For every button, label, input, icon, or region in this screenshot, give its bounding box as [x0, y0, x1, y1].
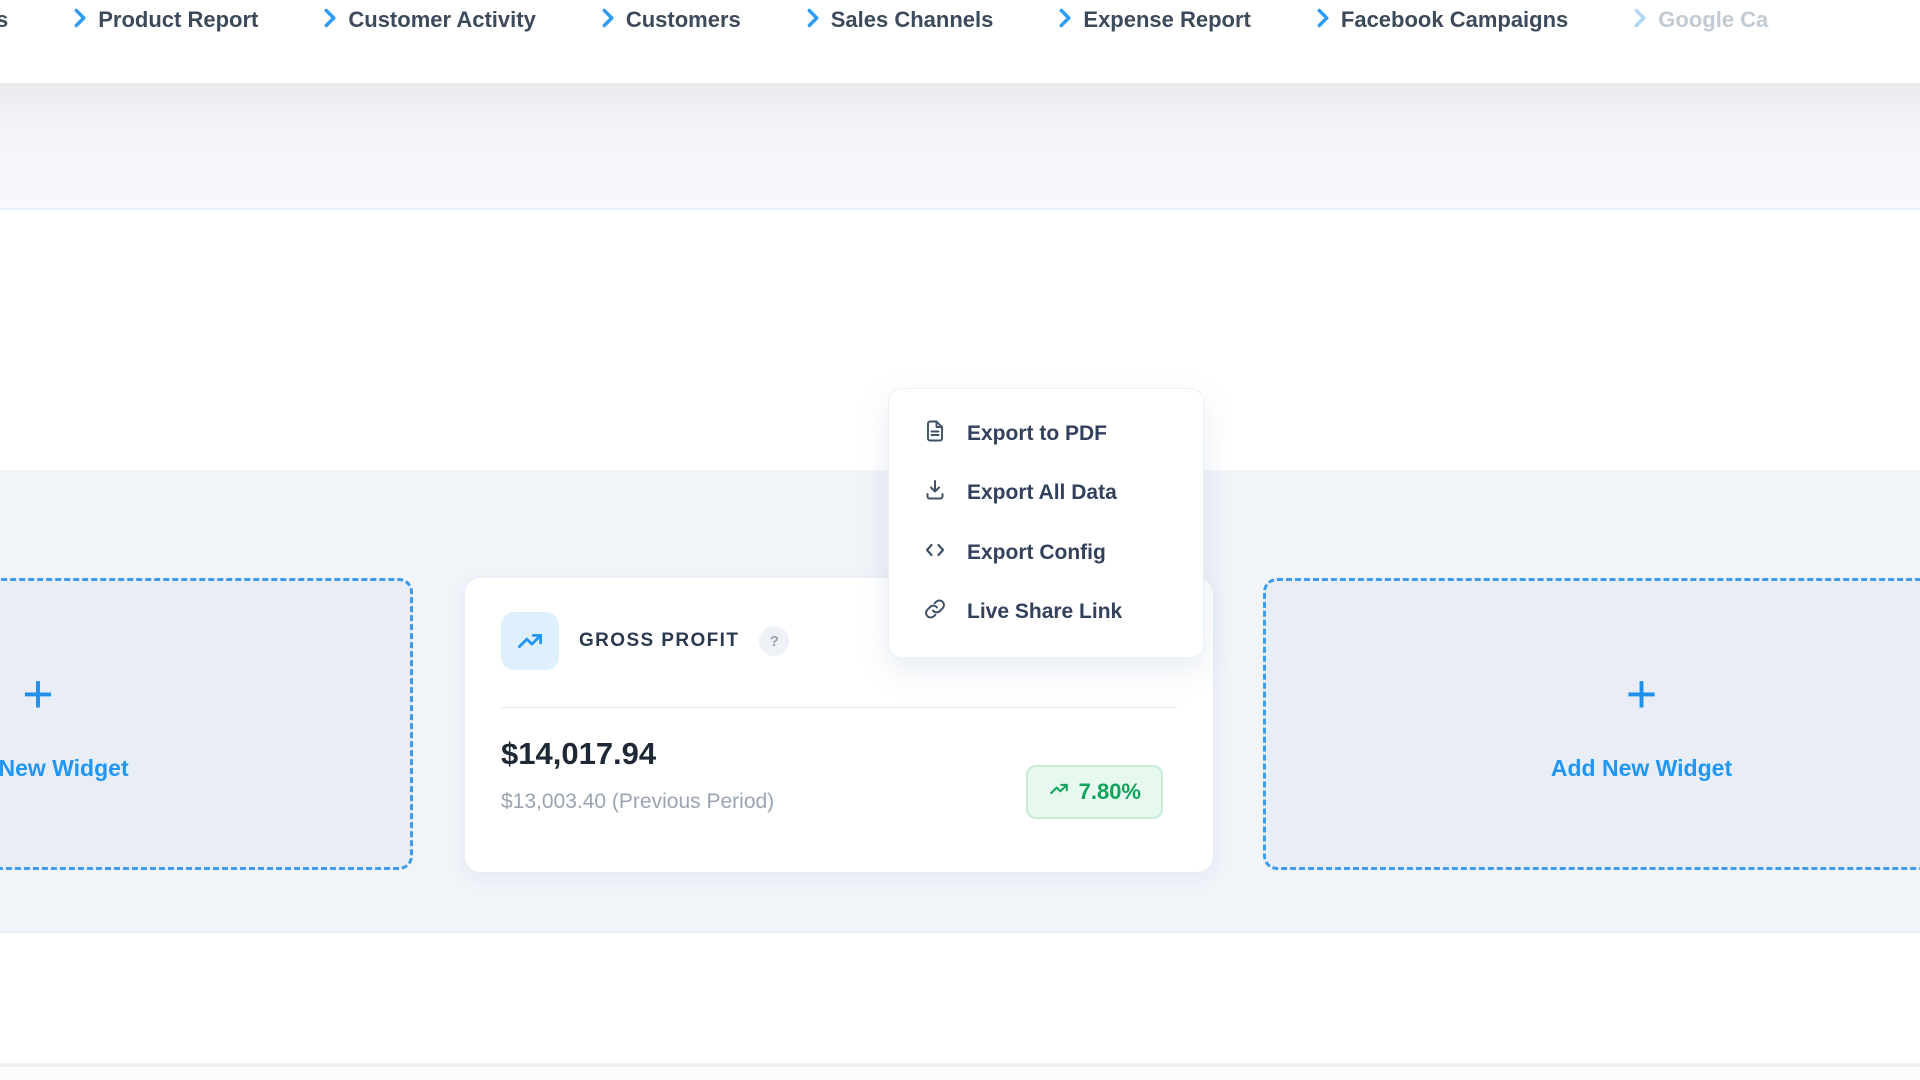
chevron-right-icon [1315, 8, 1330, 33]
export-dropdown-menu: Export to PDF Export All Data Export Con… [888, 388, 1204, 658]
nav-tab-label: Sales Channels [830, 7, 994, 32]
trend-up-icon [1048, 778, 1070, 806]
nav-tab-label: Expense Report [1083, 7, 1251, 32]
chevron-right-icon [72, 8, 87, 33]
nav-tab-expense-report[interactable]: Expense Report [1057, 7, 1251, 33]
nav-tab-facebook-campaigns[interactable]: Facebook Campaigns [1315, 7, 1568, 33]
chevron-right-icon [1632, 8, 1647, 33]
trend-up-icon [501, 612, 559, 670]
plus-icon: + [22, 663, 54, 724]
add-widget-placeholder-right[interactable]: + Add New Widget [1263, 578, 1920, 870]
add-widget-label: Add New Widget [0, 754, 129, 781]
nav-tab-sales-channels[interactable]: Sales Channels [805, 7, 994, 33]
kpi-previous-period: $13,003.40 (Previous Period) [501, 790, 775, 813]
kpi-card-header: GROSS PROFIT ? [501, 612, 790, 670]
kpi-divider [501, 707, 1177, 708]
chevron-right-icon [805, 8, 820, 33]
menu-item-export-all-data[interactable]: Export All Data [889, 464, 1203, 522]
menu-item-export-to-pdf[interactable]: Export to PDF [889, 405, 1203, 463]
kpi-change-badge: 7.80% [1025, 765, 1163, 819]
add-widget-placeholder-left[interactable]: + Add New Widget [0, 578, 413, 870]
nav-tab-label: Customers [625, 7, 741, 32]
nav-tab-customer-activity[interactable]: Customer Activity [322, 7, 536, 33]
menu-item-label: Export Config [967, 540, 1106, 564]
nav-tab-label: Facebook Campaigns [1340, 7, 1569, 32]
kpi-value: $14,017.94 [501, 736, 657, 771]
nav-tab-google-campaigns[interactable]: Google Ca [1632, 7, 1768, 33]
add-widget-label: Add New Widget [1550, 754, 1733, 781]
file-icon [923, 419, 947, 449]
menu-item-label: Live Share Link [967, 600, 1123, 624]
nav-tab-label: Product Report [98, 7, 259, 32]
footer-strip [0, 1063, 1920, 1080]
code-icon [923, 538, 947, 568]
menu-item-label: Export All Data [967, 481, 1117, 505]
plus-icon: + [1625, 663, 1658, 724]
nav-overflow-fragment: s [0, 7, 9, 32]
kpi-title: GROSS PROFIT [579, 630, 740, 651]
nav-tab-label: Customer Activity [348, 7, 536, 32]
menu-item-export-config[interactable]: Export Config [889, 524, 1203, 582]
chevron-right-icon [322, 8, 337, 33]
menu-item-label: Export to PDF [967, 421, 1107, 445]
top-nav: s Product Report Customer Activity Custo… [0, 0, 1920, 83]
nav-tab-strip: s Product Report Customer Activity Custo… [0, 2, 1832, 38]
nav-tab-label: Google Ca [1658, 7, 1769, 32]
chevron-right-icon [1057, 8, 1072, 33]
menu-item-live-share-link[interactable]: Live Share Link [889, 583, 1203, 641]
download-icon [923, 478, 947, 508]
chevron-right-icon [600, 8, 615, 33]
link-icon [923, 597, 947, 627]
nav-tab-product-report[interactable]: Product Report [72, 7, 258, 33]
lower-panel [0, 935, 1920, 1063]
help-icon[interactable]: ? [759, 626, 790, 656]
kpi-change-value: 7.80% [1078, 779, 1141, 804]
header-shade-band [0, 83, 1920, 210]
nav-tab-customers[interactable]: Customers [600, 7, 741, 33]
